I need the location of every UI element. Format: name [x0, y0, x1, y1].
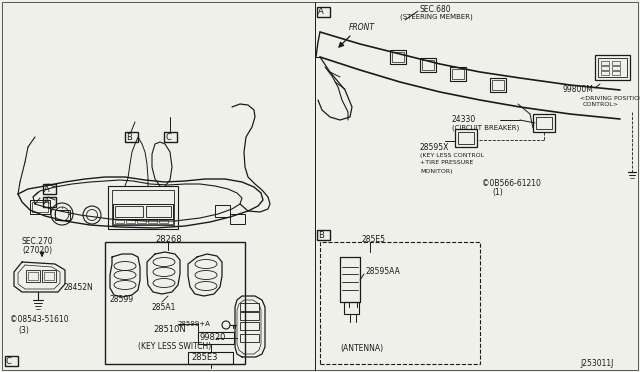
- Bar: [230, 214, 245, 224]
- Text: 99820: 99820: [200, 334, 227, 343]
- Bar: [5, 356, 18, 366]
- Text: B: B: [126, 132, 132, 141]
- Bar: [612, 61, 620, 65]
- Text: (1): (1): [492, 189, 503, 198]
- Bar: [146, 206, 171, 217]
- Bar: [240, 322, 259, 330]
- Bar: [612, 71, 620, 75]
- Text: (CIRCUIT BREAKER): (CIRCUIT BREAKER): [452, 125, 519, 131]
- Bar: [148, 220, 157, 223]
- Text: C: C: [165, 132, 171, 141]
- Bar: [32, 202, 48, 212]
- Bar: [455, 129, 477, 147]
- Bar: [126, 220, 135, 223]
- Bar: [320, 242, 480, 364]
- Bar: [137, 220, 146, 223]
- Text: (27020): (27020): [22, 247, 52, 256]
- Bar: [43, 197, 56, 207]
- Bar: [317, 230, 330, 240]
- Text: J253011J: J253011J: [580, 359, 613, 369]
- Text: 28599: 28599: [110, 295, 134, 305]
- Text: (KEY LESS CONTROL: (KEY LESS CONTROL: [420, 153, 484, 157]
- Bar: [125, 132, 138, 142]
- Bar: [240, 303, 259, 311]
- Bar: [317, 7, 330, 17]
- Text: 24330: 24330: [452, 115, 476, 125]
- Bar: [601, 71, 609, 75]
- Text: 285A1: 285A1: [152, 302, 177, 311]
- Bar: [115, 206, 143, 217]
- Text: (STEERING MEMBER): (STEERING MEMBER): [400, 14, 473, 20]
- Bar: [240, 334, 259, 342]
- Bar: [198, 332, 234, 344]
- Text: MONITOR): MONITOR): [420, 169, 452, 173]
- Bar: [420, 58, 436, 72]
- Text: CONTROL>: CONTROL>: [583, 103, 619, 108]
- Bar: [422, 60, 434, 70]
- Text: A: A: [318, 7, 324, 16]
- Bar: [159, 220, 168, 223]
- Bar: [44, 272, 54, 280]
- Bar: [598, 58, 627, 77]
- Bar: [344, 302, 359, 314]
- Text: 28268: 28268: [155, 234, 182, 244]
- Text: SEC.680: SEC.680: [420, 6, 452, 15]
- Bar: [43, 184, 56, 194]
- Bar: [215, 205, 230, 217]
- Text: ©08543-51610: ©08543-51610: [10, 315, 68, 324]
- Text: C: C: [6, 356, 12, 366]
- Text: 99800M: 99800M: [562, 86, 593, 94]
- Text: SEC.270: SEC.270: [22, 237, 54, 247]
- Text: (3): (3): [18, 326, 29, 334]
- Text: FRONT: FRONT: [349, 23, 375, 32]
- Bar: [113, 204, 173, 219]
- Text: 285E5: 285E5: [362, 235, 386, 244]
- Bar: [113, 219, 173, 224]
- Text: +TIRE PRESSURE: +TIRE PRESSURE: [420, 160, 473, 166]
- Text: A: A: [44, 198, 50, 206]
- Text: 285E3: 285E3: [191, 353, 218, 362]
- Bar: [26, 270, 40, 282]
- Bar: [392, 52, 404, 62]
- Bar: [108, 186, 178, 229]
- Bar: [164, 132, 177, 142]
- Text: ©0B566-61210: ©0B566-61210: [482, 180, 541, 189]
- Bar: [595, 55, 630, 80]
- Bar: [240, 312, 259, 320]
- Text: <DRIVING POSITION: <DRIVING POSITION: [580, 96, 640, 100]
- Bar: [492, 80, 504, 90]
- Bar: [601, 61, 609, 65]
- Text: (ANTENNA): (ANTENNA): [340, 343, 383, 353]
- Bar: [55, 210, 70, 220]
- Text: 28599+A: 28599+A: [178, 321, 211, 327]
- Text: A: A: [44, 185, 50, 193]
- Bar: [42, 270, 56, 282]
- Bar: [390, 50, 406, 64]
- Bar: [112, 190, 174, 225]
- Text: (KEY LESS SWITCH): (KEY LESS SWITCH): [138, 341, 212, 350]
- Bar: [458, 132, 474, 144]
- Bar: [601, 66, 609, 70]
- Text: B: B: [318, 231, 324, 240]
- Bar: [28, 272, 38, 280]
- Bar: [536, 117, 552, 129]
- Bar: [452, 69, 464, 79]
- Bar: [188, 352, 233, 364]
- Text: 28510N: 28510N: [154, 326, 186, 334]
- Bar: [105, 242, 245, 364]
- Text: 28595X: 28595X: [420, 142, 449, 151]
- Bar: [450, 67, 466, 81]
- Bar: [30, 200, 50, 214]
- Text: 28595AA: 28595AA: [366, 267, 401, 276]
- Bar: [533, 114, 555, 132]
- Bar: [612, 66, 620, 70]
- Text: 28452N: 28452N: [63, 283, 93, 292]
- Bar: [115, 220, 124, 223]
- Bar: [490, 78, 506, 92]
